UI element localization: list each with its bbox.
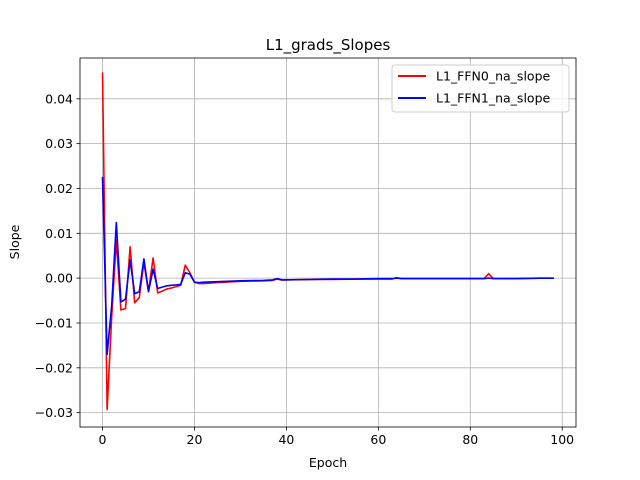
y-tick-label: 0.00 bbox=[45, 271, 73, 286]
axes-frame bbox=[79, 57, 577, 428]
y-tick-label: 0.04 bbox=[45, 91, 73, 106]
x-tick-label: 100 bbox=[550, 432, 574, 447]
y-tick-label: 0.03 bbox=[45, 136, 73, 151]
y-axis: −0.03 −0.02 −0.01 0.00 0.01 0.02 0.03 0.04 bbox=[35, 91, 80, 420]
series-lines bbox=[101, 72, 554, 411]
y-tick-label: 0.01 bbox=[45, 226, 73, 241]
chart-title: L1_grads_Slopes bbox=[266, 36, 391, 55]
legend: L1_FFN0_na_slope L1_FFN1_na_slope bbox=[391, 64, 570, 113]
legend-box bbox=[391, 64, 570, 113]
y-tick-label: 0.02 bbox=[45, 181, 73, 196]
axes-background bbox=[80, 58, 576, 427]
y-axis-label: Slope bbox=[7, 224, 22, 259]
legend-label-ffn1: L1_FFN1_na_slope bbox=[436, 91, 551, 106]
x-tick-label: 60 bbox=[370, 432, 386, 447]
x-tick-label: 0 bbox=[99, 432, 107, 447]
x-tick-label: 80 bbox=[462, 432, 478, 447]
plot-area bbox=[79, 57, 577, 428]
x-tick-label: 40 bbox=[278, 432, 294, 447]
y-tick-label: −0.02 bbox=[35, 360, 73, 375]
x-axis-label: Epoch bbox=[309, 455, 347, 470]
y-tick-label: −0.03 bbox=[35, 405, 73, 420]
series-line-ffn1 bbox=[101, 176, 554, 356]
legend-label-ffn0: L1_FFN0_na_slope bbox=[436, 69, 551, 84]
x-axis: 0 20 40 60 80 100 bbox=[99, 427, 574, 447]
y-tick-label: −0.01 bbox=[35, 315, 73, 330]
x-tick-label: 20 bbox=[187, 432, 203, 447]
